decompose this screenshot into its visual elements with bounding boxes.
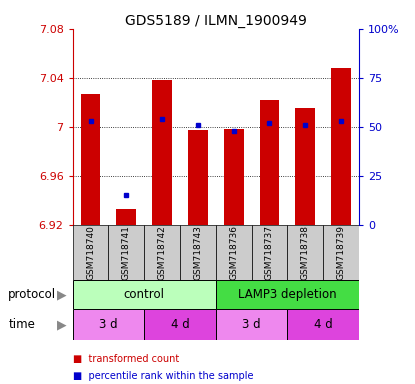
Bar <box>287 225 323 280</box>
Bar <box>224 129 244 225</box>
Bar <box>260 100 279 225</box>
Text: 4 d: 4 d <box>171 318 189 331</box>
Text: ▶: ▶ <box>57 288 67 301</box>
Bar <box>188 131 208 225</box>
Text: ■  percentile rank within the sample: ■ percentile rank within the sample <box>73 371 253 381</box>
Bar <box>295 108 315 225</box>
Text: GSM718743: GSM718743 <box>193 225 203 280</box>
Bar <box>180 225 216 280</box>
Bar <box>73 280 216 309</box>
Text: time: time <box>8 318 35 331</box>
Bar <box>108 225 144 280</box>
Text: protocol: protocol <box>8 288 56 301</box>
Text: ▶: ▶ <box>57 318 67 331</box>
Text: GSM718739: GSM718739 <box>337 225 346 280</box>
Bar <box>144 225 180 280</box>
Text: 4 d: 4 d <box>314 318 332 331</box>
Bar <box>144 309 216 340</box>
Bar <box>216 309 287 340</box>
Text: control: control <box>124 288 165 301</box>
Text: ■  transformed count: ■ transformed count <box>73 354 179 364</box>
Bar <box>216 225 251 280</box>
Title: GDS5189 / ILMN_1900949: GDS5189 / ILMN_1900949 <box>125 14 307 28</box>
Text: GSM718742: GSM718742 <box>158 225 166 280</box>
Text: GSM718740: GSM718740 <box>86 225 95 280</box>
Text: 3 d: 3 d <box>99 318 118 331</box>
Bar <box>81 94 100 225</box>
Bar <box>216 280 359 309</box>
Bar <box>251 225 287 280</box>
Text: GSM718736: GSM718736 <box>229 225 238 280</box>
Text: GSM718737: GSM718737 <box>265 225 274 280</box>
Text: LAMP3 depletion: LAMP3 depletion <box>238 288 337 301</box>
Bar <box>73 225 108 280</box>
Text: GSM718741: GSM718741 <box>122 225 131 280</box>
Text: 3 d: 3 d <box>242 318 261 331</box>
Bar <box>331 68 351 225</box>
Bar <box>117 209 136 225</box>
Bar <box>323 225 359 280</box>
Bar <box>73 309 144 340</box>
Text: GSM718738: GSM718738 <box>301 225 310 280</box>
Bar <box>152 80 172 225</box>
Bar <box>287 309 359 340</box>
